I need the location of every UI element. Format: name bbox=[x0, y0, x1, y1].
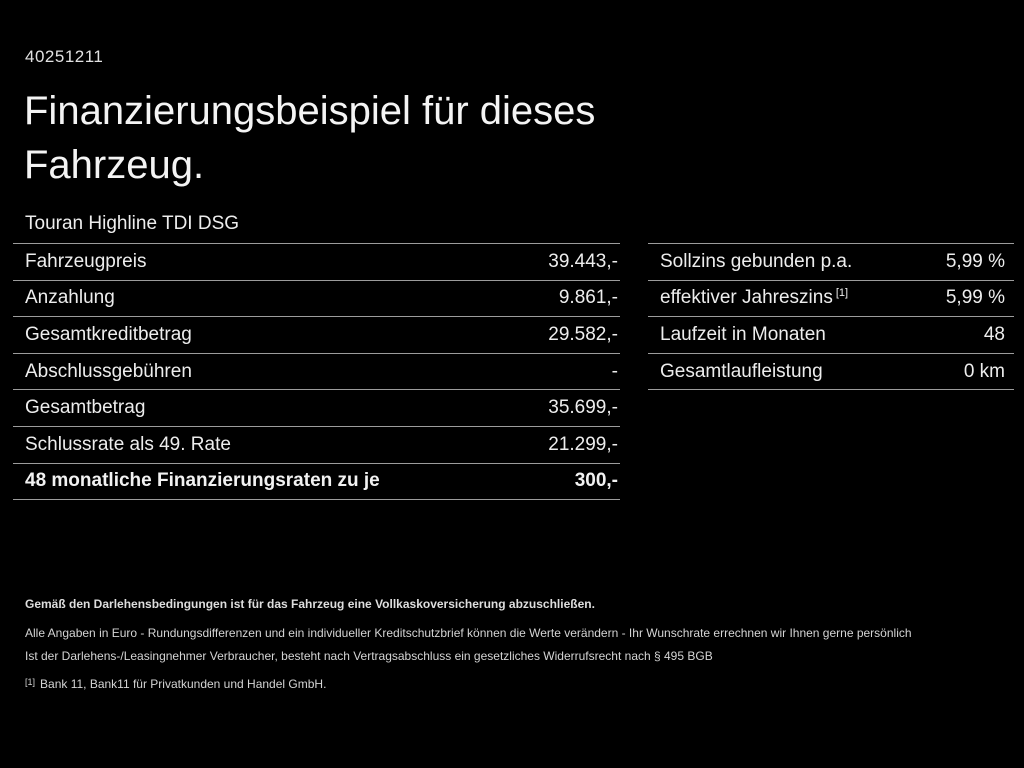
row-value: 5,99 % bbox=[945, 287, 1005, 309]
row-value: 21.299,- bbox=[548, 433, 618, 455]
vehicle-name: Touran Highline TDI DSG bbox=[25, 213, 240, 234]
table-row: effektiver Jahreszins [1] 5,99 % bbox=[648, 279, 1014, 317]
footnote-reference: [1] bbox=[835, 287, 849, 300]
row-value: 29.582,- bbox=[548, 323, 618, 345]
footnote-text: Bank 11, Bank11 für Privatkunden und Han… bbox=[40, 677, 327, 691]
table-row: Anzahlung 9.861,- bbox=[13, 279, 620, 317]
row-label: Laufzeit in Monaten bbox=[660, 323, 826, 345]
row-label: Anzahlung bbox=[25, 287, 115, 309]
finance-table-right: Sollzins gebunden p.a. 5,99 % effektiver… bbox=[648, 243, 1014, 391]
row-label: Sollzins gebunden p.a. bbox=[660, 250, 853, 272]
footer-notes: Gemäß den Darlehensbedingungen ist für d… bbox=[25, 597, 1010, 691]
footnote-marker: [1] bbox=[25, 677, 36, 687]
table-row: Laufzeit in Monaten 48 bbox=[648, 316, 1014, 353]
table-row: Gesamtkreditbetrag 29.582,- bbox=[13, 316, 620, 353]
row-label: Gesamtkreditbetrag bbox=[25, 323, 192, 345]
row-value: 39.443,- bbox=[548, 250, 618, 272]
row-label: Fahrzeugpreis bbox=[25, 250, 147, 272]
row-value: 300,- bbox=[574, 470, 618, 492]
row-label: Gesamtlaufleistung bbox=[660, 360, 823, 382]
table-row-monthly-rate: 48 monatliche Finanzierungsraten zu je 3… bbox=[13, 462, 620, 500]
page-title: Finanzierungsbeispiel für dieses Fahrzeu… bbox=[24, 89, 596, 187]
footnote-bank: [1] Bank 11, Bank11 für Privatkunden und … bbox=[25, 675, 1010, 691]
row-label: Schlussrate als 49. Rate bbox=[25, 433, 231, 455]
row-value: 5,99 % bbox=[945, 250, 1005, 272]
table-row: Fahrzeugpreis 39.443,- bbox=[13, 243, 620, 280]
row-value: 9.861,- bbox=[558, 287, 618, 309]
table-row: Schlussrate als 49. Rate 21.299,- bbox=[13, 425, 620, 463]
disclaimer-line-1: Alle Angaben in Euro - Rundungsdifferenz… bbox=[25, 626, 912, 640]
table-row: Gesamtbetrag 35.699,- bbox=[13, 389, 620, 426]
row-label: Abschlussgebühren bbox=[25, 360, 192, 382]
table-row: Sollzins gebunden p.a. 5,99 % bbox=[648, 243, 1014, 280]
row-value: - bbox=[611, 360, 618, 382]
finance-table-left: Fahrzeugpreis 39.443,- Anzahlung 9.861,-… bbox=[13, 243, 620, 501]
vehicle-id: 40251211 bbox=[25, 47, 104, 66]
row-value: 0 km bbox=[963, 360, 1005, 382]
insurance-note: Gemäß den Darlehensbedingungen ist für d… bbox=[25, 597, 595, 611]
row-label: effektiver Jahreszins [1] bbox=[660, 287, 849, 309]
row-value: 35.699,- bbox=[548, 397, 618, 419]
row-label: Gesamtbetrag bbox=[25, 397, 146, 419]
disclaimer-line-2: Ist der Darlehens-/Leasingnehmer Verbrau… bbox=[25, 649, 713, 663]
row-label: 48 monatliche Finanzierungsraten zu je bbox=[25, 470, 380, 492]
row-value: 48 bbox=[983, 323, 1005, 345]
table-row: Gesamtlaufleistung 0 km bbox=[648, 352, 1014, 390]
table-row: Abschlussgebühren - bbox=[13, 352, 620, 390]
